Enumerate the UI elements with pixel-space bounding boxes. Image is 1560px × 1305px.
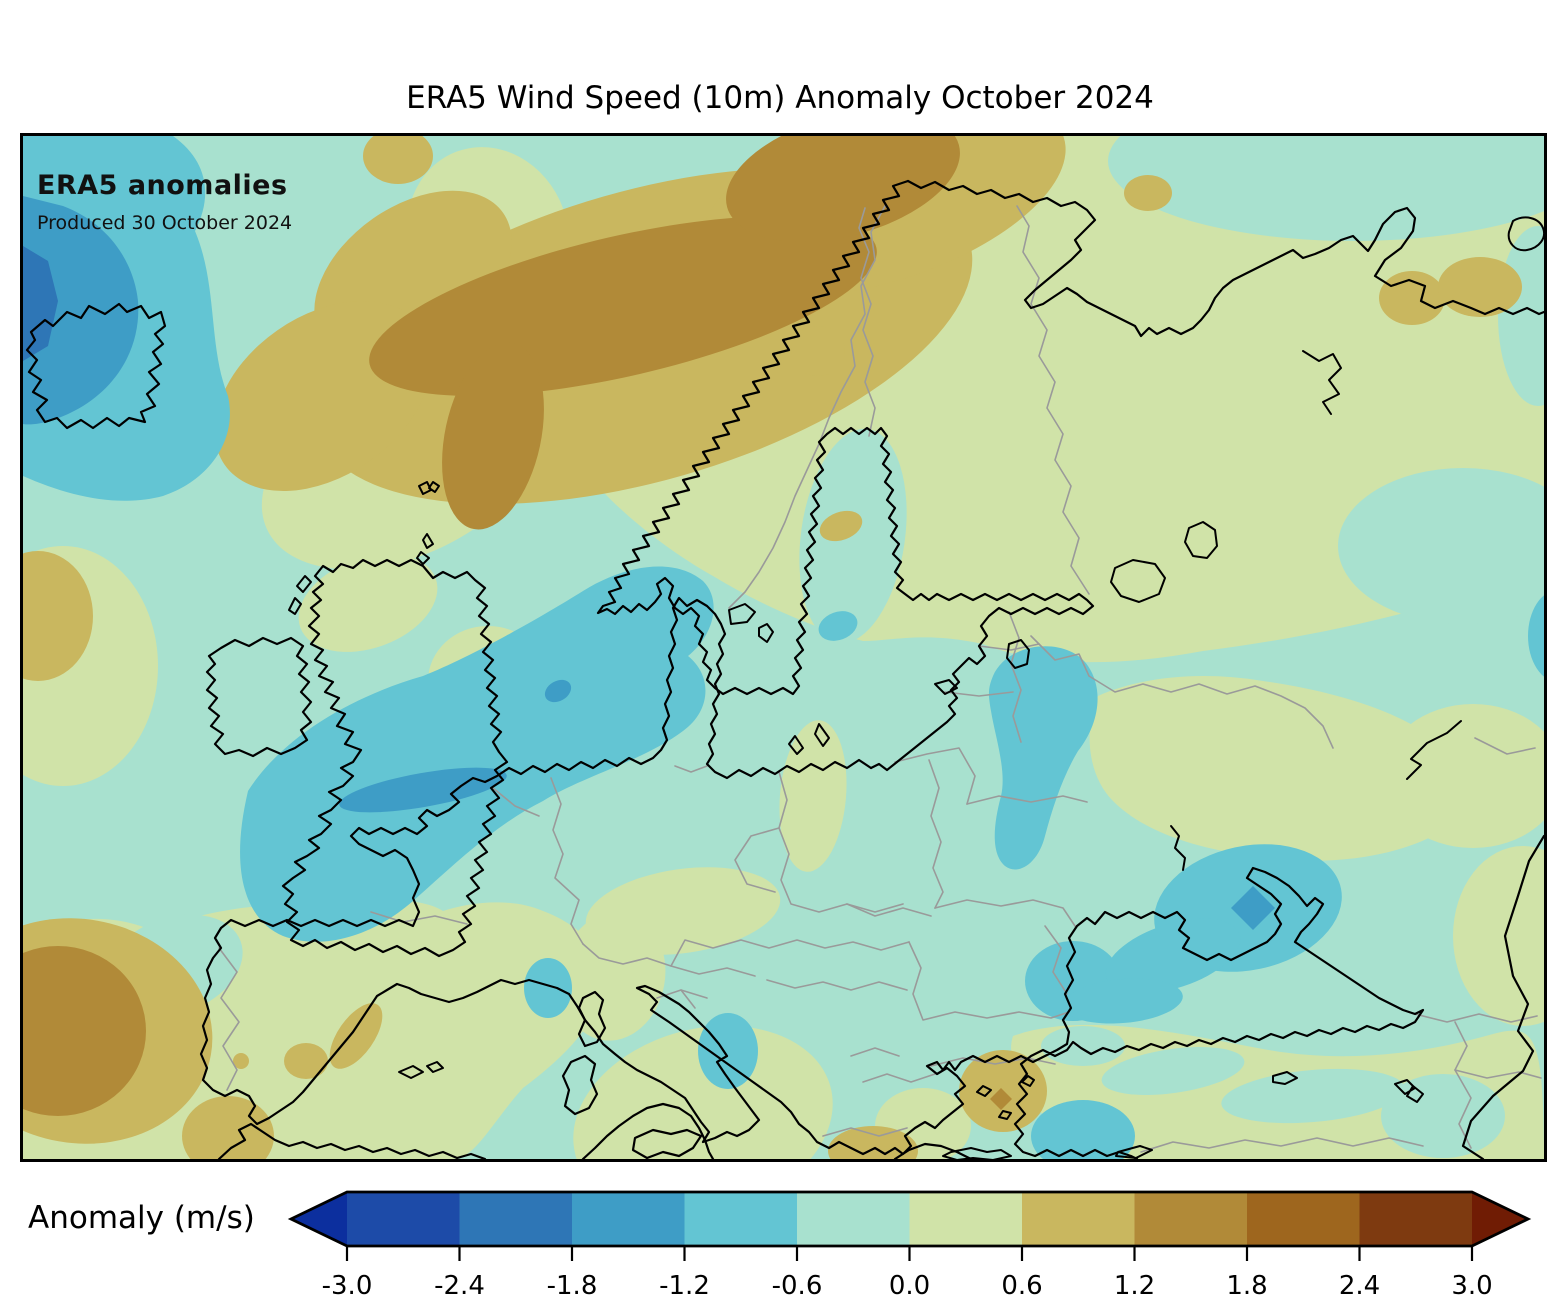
lake-onega (1184, 521, 1218, 559)
island-sardinia (561, 1054, 599, 1116)
island-cyprus (1115, 1145, 1153, 1159)
lake-peipus (1006, 639, 1030, 669)
svg-text:-1.2: -1.2 (659, 1271, 710, 1301)
svg-text:-1.8: -1.8 (547, 1271, 598, 1301)
river-volga-reservoir (1406, 720, 1462, 780)
coast-great-britain (281, 558, 509, 958)
map-panel: ERA5 anomalies Produced 30 October 2024 (20, 133, 1547, 1162)
coastlines (25, 179, 1544, 1159)
colorbar: -3.0 -2.4 -1.8 -1.2 -0.6 0.0 0.6 1.2 1.8 2.4 3.0 (287, 1190, 1532, 1301)
map-produced-label: Produced 30 October 2024 (37, 212, 293, 234)
map-heading: ERA5 anomalies (37, 170, 288, 201)
island-gotland (788, 723, 830, 755)
lake-ladoga (1110, 559, 1166, 603)
svg-text:0.0: 0.0 (889, 1271, 930, 1301)
coast-shetland (416, 533, 434, 565)
country-borders (218, 205, 1542, 1153)
river-dnieper (1170, 825, 1186, 871)
island-corsica (577, 990, 607, 1048)
coast-arctic-russia (906, 179, 1544, 338)
coast-hebrides (288, 575, 312, 615)
island-kolguyev (1507, 216, 1544, 252)
anomaly-field (23, 136, 1544, 1159)
island-crete (942, 1147, 1012, 1159)
coast-faroe (418, 481, 440, 495)
coast-libya (893, 1142, 973, 1159)
coast-scandinavia (596, 179, 1095, 772)
coast-iceland (25, 302, 167, 430)
svg-text:-2.4: -2.4 (434, 1271, 485, 1301)
svg-text:3.0: 3.0 (1451, 1271, 1492, 1301)
svg-text:1.2: 1.2 (1114, 1271, 1155, 1301)
svg-text:-3.0: -3.0 (322, 1271, 373, 1301)
svg-text:-0.6: -0.6 (772, 1271, 823, 1301)
svg-text:1.8: 1.8 (1226, 1271, 1267, 1301)
islands-balearic (398, 1061, 444, 1079)
colorbar-label: Anomaly (m/s) (28, 1200, 255, 1236)
anomaly-map (23, 136, 1544, 1159)
coast-caspian (1461, 834, 1544, 1159)
coast-ireland (205, 636, 313, 758)
coast-pechora (1302, 350, 1342, 415)
coast-north-africa-west (217, 1122, 487, 1159)
lake-vanern (728, 603, 774, 643)
svg-text:0.6: 0.6 (1001, 1271, 1042, 1301)
colorbar-segments (287, 1190, 1532, 1248)
colorbar-ticks: -3.0 -2.4 -1.8 -1.2 -0.6 0.0 0.6 1.2 1.8 2.4 3.0 (322, 1246, 1493, 1301)
figure-title: ERA5 Wind Speed (10m) Anomaly October 20… (406, 80, 1154, 116)
island-saaremaa (934, 679, 958, 695)
coast-tunisia (581, 1102, 715, 1159)
svg-text:2.4: 2.4 (1339, 1271, 1380, 1301)
islands-aegean (976, 1075, 1035, 1120)
island-sicily (631, 1128, 703, 1159)
coast-continental-europe (199, 596, 1425, 1159)
lakes-anatolia (1272, 1071, 1424, 1103)
